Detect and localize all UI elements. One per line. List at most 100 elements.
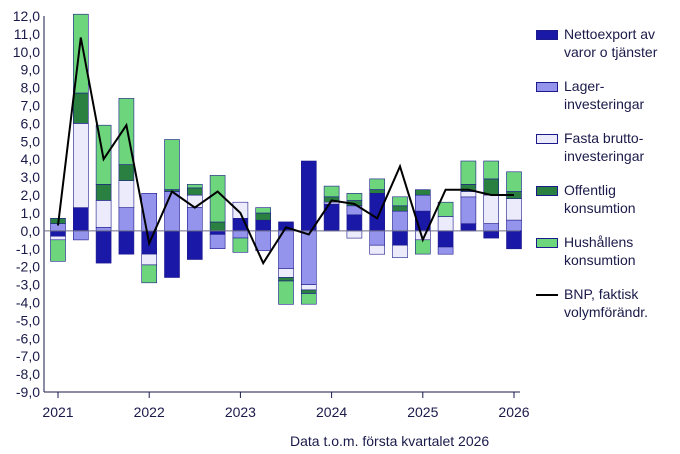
y-tick-label: 2,0 (21, 187, 41, 203)
bar-segment (187, 207, 203, 232)
bar-segment (278, 280, 294, 305)
bar-segment (95, 184, 112, 201)
bar-segment (118, 230, 135, 255)
bar-segment (255, 212, 271, 221)
bar-segment (369, 189, 386, 194)
bar-segment (255, 219, 271, 232)
y-tick-label: -5,0 (16, 312, 40, 328)
y-tick-label: -2,0 (16, 259, 40, 275)
bar-segment (164, 230, 180, 278)
bar-segment (323, 185, 340, 198)
chart-footnote: Data t.o.m. första kvartalet 2026 (290, 433, 490, 449)
y-tick-label: -7,0 (16, 348, 40, 364)
bar-segment (232, 237, 249, 253)
bar-segment (506, 171, 522, 192)
bar-segment (164, 191, 180, 232)
bar-segment (346, 230, 363, 239)
bar-segment (209, 234, 226, 249)
bar-segment (73, 123, 89, 208)
bar-segment (414, 189, 431, 196)
bar-segment (209, 221, 226, 232)
bar-segment (437, 201, 454, 217)
bar-segment (437, 230, 454, 248)
bar-segment (346, 214, 363, 232)
bar-segment (369, 230, 386, 246)
bar-segment (300, 160, 317, 232)
y-tick-label: 5,0 (21, 133, 41, 149)
x-axis: 2021 2022 2023 2024 2025 2026 (42, 391, 530, 420)
bar-segment (187, 184, 203, 189)
x-tick-label: 2021 (42, 404, 73, 420)
chart-bars (50, 13, 522, 305)
bar-segment (187, 194, 203, 208)
legend-label-gdp: BNP, faktisk volymförändr. (564, 286, 649, 320)
bar-segment (460, 160, 477, 185)
bar-segment (369, 244, 386, 255)
bar-segment (300, 293, 317, 305)
y-axis: 12,0 11,0 10,0 9,0 8,0 7,06,0 5,0 4,0 3,0 2,0 1,0 0… (13, 8, 45, 400)
bar-segment (73, 230, 89, 241)
bar-segment (118, 180, 135, 208)
x-tick-label: 2022 (134, 404, 165, 420)
bar-segment (300, 289, 317, 294)
legend-label-household-consumption: Hushållens konsumtion (564, 234, 636, 268)
legend-swatch-household-consumption (536, 238, 558, 248)
y-tick-label: -4,0 (16, 294, 40, 310)
bar-segment (209, 175, 226, 223)
y-tick-label: -8,0 (16, 366, 40, 382)
y-tick-label: 7,0 (21, 98, 41, 114)
bar-segment (73, 92, 89, 124)
bar-segment (50, 235, 66, 241)
legend-label-public-consumption: Offentlig konsumtion (564, 182, 636, 216)
bar-segment (483, 160, 500, 180)
bar-segment (460, 223, 477, 232)
bar-segment (392, 210, 408, 232)
bar-segment (483, 230, 500, 239)
bar-segment (232, 230, 249, 239)
bar-segment (164, 139, 180, 190)
bar-segment (187, 187, 203, 196)
y-tick-label: 12,0 (13, 8, 40, 24)
bar-segment (187, 230, 203, 260)
bar-segment (437, 246, 454, 255)
gdp-line-series (57, 37, 514, 266)
bar-segment (392, 230, 408, 246)
y-tick-label: -6,0 (16, 330, 40, 346)
bar-segment (255, 230, 271, 251)
y-tick-label: 1,0 (21, 205, 41, 221)
bar-segment (460, 196, 477, 225)
bar-segment (506, 219, 522, 232)
bar-segment (460, 191, 477, 198)
bar-segment (506, 230, 522, 250)
bar-segment (118, 164, 135, 182)
bar-segment (369, 193, 386, 232)
y-tick-label: 4,0 (21, 151, 41, 167)
legend-swatch-net-exports (536, 30, 558, 40)
y-tick-label: 9,0 (21, 62, 41, 78)
bar-segment (50, 239, 66, 262)
bar-segment (437, 216, 454, 232)
y-tick-label: -3,0 (16, 277, 40, 293)
y-tick-label: -1,0 (16, 241, 40, 257)
bar-segment (483, 223, 500, 232)
bar-segment (483, 194, 500, 224)
gdp-line (57, 37, 514, 266)
bar-segment (141, 253, 157, 266)
y-tick-label: 6,0 (21, 115, 41, 131)
stacked-bar-chart: 12,0 11,0 10,0 9,0 8,0 7,06,0 5,0 4,0 3,0 2,0 1,0 0… (13, 8, 530, 420)
legend-label-inventories: Lager-investeringar (564, 78, 645, 112)
bar-segment (300, 230, 317, 285)
bar-segment (278, 277, 294, 282)
bar-segment (73, 207, 89, 232)
legend-label-fixed-investment: Fasta brutto-investeringar (564, 130, 645, 164)
x-tick-label: 2026 (498, 404, 529, 420)
legend-swatch-fixed-investment (536, 134, 558, 144)
legend-swatch-public-consumption (536, 186, 558, 196)
bar-segment (346, 193, 363, 201)
bar-segment (414, 194, 431, 212)
legend-line-gdp (536, 294, 558, 296)
y-tick-label: 3,0 (21, 169, 41, 185)
bar-segment (50, 230, 66, 237)
y-tick-label: 11,0 (14, 26, 40, 42)
bar-segment (278, 268, 294, 278)
